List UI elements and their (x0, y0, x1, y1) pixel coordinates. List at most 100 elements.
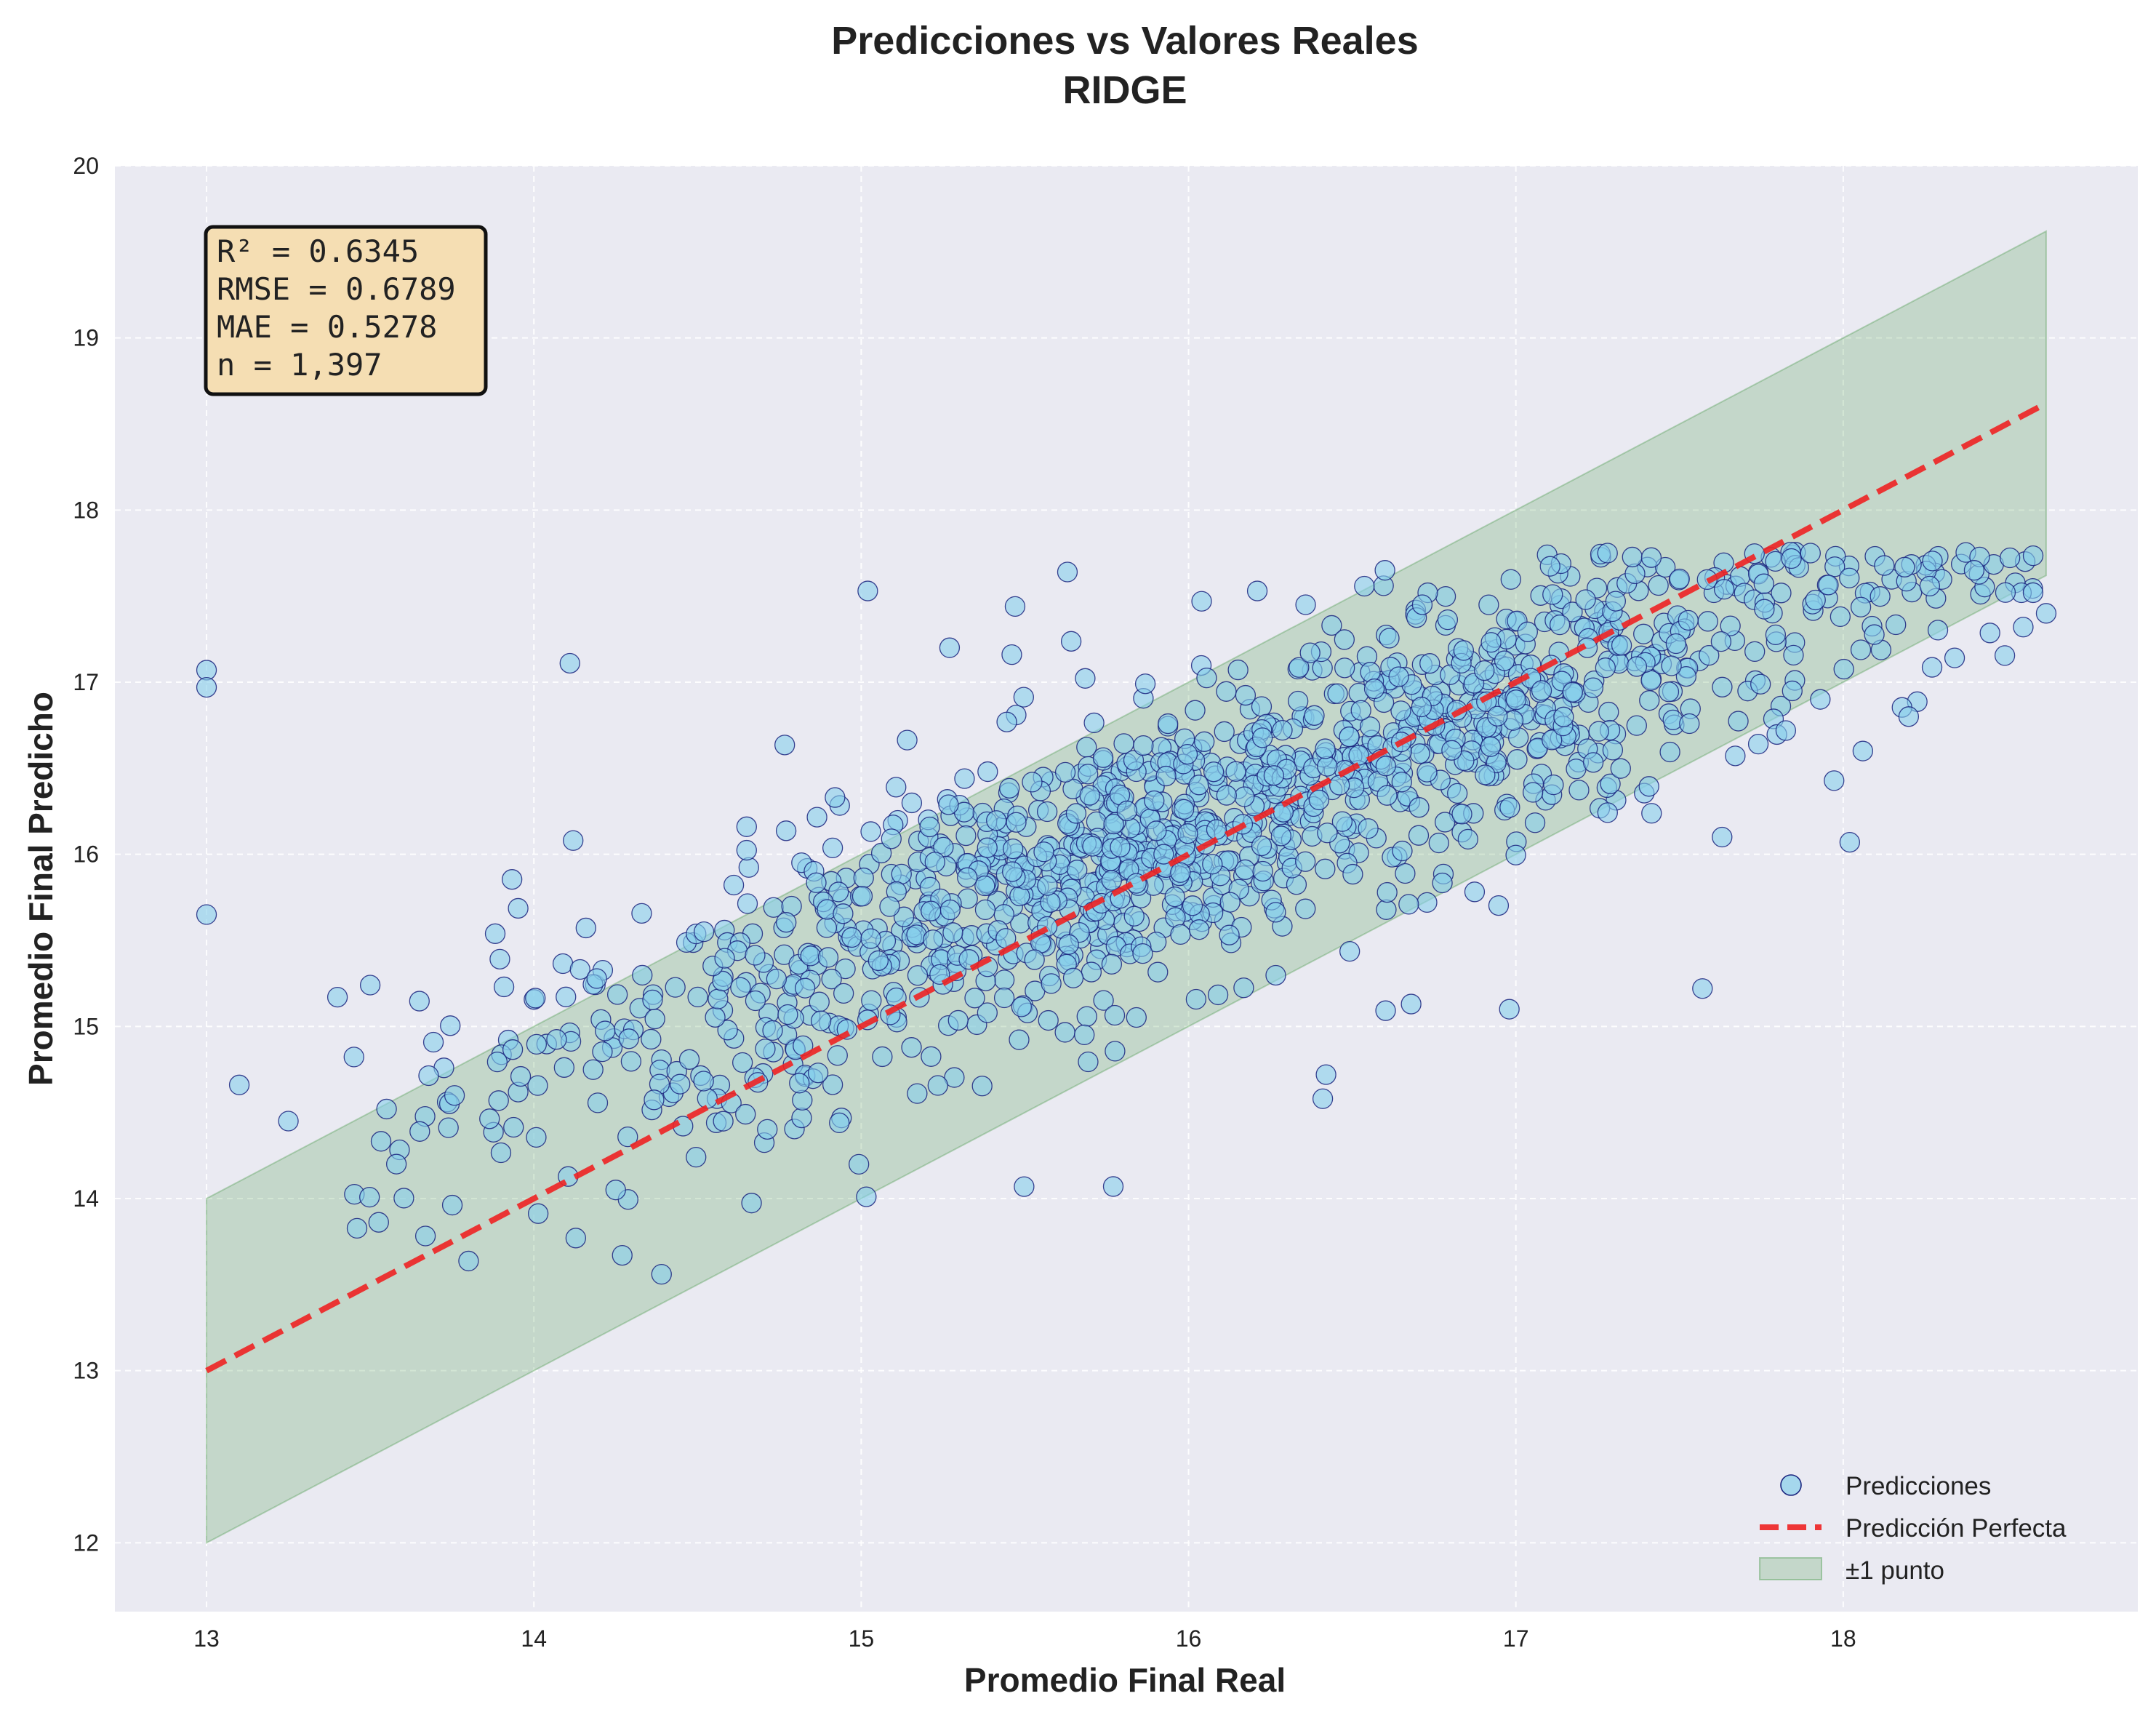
data-point (1188, 775, 1209, 796)
data-point (592, 1041, 613, 1063)
data-point (1173, 799, 1195, 820)
data-point (717, 1020, 738, 1041)
data-point (1219, 892, 1241, 913)
data-point (1507, 749, 1528, 770)
data-point (1765, 624, 1787, 646)
data-point (881, 828, 902, 849)
data-point (907, 965, 929, 986)
data-point (444, 1085, 465, 1106)
data-point (1105, 1041, 1126, 1062)
data-point (526, 1033, 548, 1055)
data-point (1078, 1051, 1099, 1073)
data-point (1155, 765, 1177, 787)
data-point (1252, 860, 1273, 882)
data-point (228, 1074, 250, 1095)
data-point (1359, 716, 1381, 737)
data-point (586, 968, 607, 989)
data-point (907, 1083, 928, 1104)
stat-n: n = 1,397 (217, 347, 382, 383)
data-point (1388, 666, 1409, 687)
data-point (1002, 861, 1023, 882)
data-point (723, 874, 745, 896)
data-point (565, 1228, 587, 1249)
data-point (897, 729, 918, 751)
data-point (939, 899, 961, 921)
data-point (853, 867, 874, 889)
y-axis-ticks: 12 13 14 15 16 17 18 19 20 (73, 153, 99, 1556)
stat-mae: MAE = 0.5278 (217, 309, 437, 345)
data-point (1505, 844, 1526, 865)
data-point (860, 928, 881, 949)
data-point (1376, 881, 1398, 903)
data-point (1669, 568, 1690, 590)
data-point (422, 1031, 444, 1053)
data-point (1921, 657, 1943, 678)
data-point (1312, 1088, 1334, 1109)
data-point (1331, 811, 1353, 832)
data-point (1453, 640, 1475, 661)
data-point (1132, 943, 1153, 964)
data-point (1597, 543, 1618, 564)
data-point (738, 857, 759, 878)
data-point (359, 1187, 380, 1208)
data-point (1146, 820, 1167, 841)
data-point (196, 676, 217, 698)
data-point (440, 1015, 461, 1036)
data-point (1597, 802, 1618, 823)
data-point (1295, 851, 1316, 872)
data-point (792, 1089, 813, 1111)
data-point (755, 1039, 776, 1060)
data-point (1265, 964, 1286, 986)
data-point (1058, 934, 1079, 955)
data-point (1185, 700, 1206, 721)
data-point (1675, 665, 1697, 687)
data-point (1475, 764, 1496, 785)
data-point (879, 896, 900, 917)
data-point (1182, 895, 1203, 916)
data-point (376, 1098, 397, 1120)
data-point (503, 1116, 524, 1138)
data-point (631, 903, 652, 924)
data-point (606, 984, 628, 1005)
data-point (1295, 594, 1316, 615)
data-point (493, 976, 515, 998)
data-point (1979, 623, 2000, 644)
data-point (1342, 863, 1363, 885)
data-point (553, 1057, 575, 1078)
data-point (1134, 673, 1156, 695)
data-point (1093, 990, 1114, 1011)
data-point (1123, 750, 1145, 771)
data-point (849, 1153, 870, 1175)
data-point (1487, 705, 1508, 727)
scatter-points (196, 541, 2057, 1285)
data-point (923, 929, 944, 951)
data-point (1033, 841, 1054, 863)
data-point (1054, 761, 1076, 783)
data-point (776, 912, 797, 933)
data-point (977, 837, 998, 858)
data-point (385, 1153, 407, 1175)
data-point (1697, 611, 1718, 632)
data-point (651, 1263, 672, 1285)
data-point (1451, 804, 1472, 825)
data-point (618, 1028, 639, 1049)
data-point (1398, 894, 1419, 915)
data-point (1409, 743, 1430, 764)
data-point (1480, 632, 1502, 653)
data-point (1712, 676, 1733, 697)
data-point (1582, 752, 1604, 773)
data-point (617, 1126, 638, 1148)
data-point (1494, 650, 1515, 671)
data-point (1870, 586, 1891, 607)
data-point (1317, 756, 1338, 777)
data-point (791, 1107, 812, 1129)
x-tick-label: 13 (193, 1625, 220, 1652)
data-point (736, 816, 757, 837)
data-point (1720, 615, 1741, 636)
y-tick-label: 20 (73, 153, 99, 179)
data-point (563, 830, 584, 851)
data-point (964, 988, 985, 1009)
data-point (1605, 591, 1627, 612)
data-point (872, 1046, 893, 1068)
data-point (1562, 681, 1583, 703)
